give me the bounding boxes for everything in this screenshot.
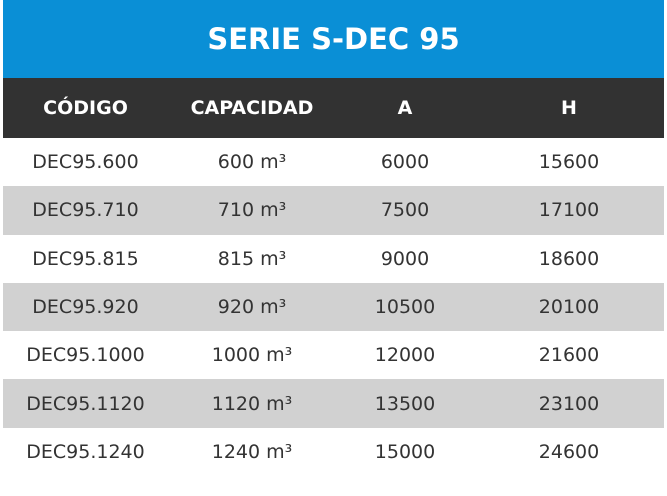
header-row: CÓDIGO CAPACIDAD A H: [3, 78, 664, 138]
table-cell: 1120 m³: [211, 392, 293, 415]
table-cell: 815 m³: [217, 247, 287, 270]
table-row: DEC95.815 815 m³ 9000 18600: [3, 235, 664, 283]
table-cell: DEC95.710: [32, 199, 139, 222]
table-cell: 23100: [538, 392, 600, 415]
table-cell: 7500: [380, 199, 430, 222]
table-row: DEC95.1120 1120 m³ 13500 23100: [3, 379, 664, 428]
table-cell: 15600: [538, 151, 600, 174]
table: CÓDIGO CAPACIDAD A H DEC95.600 600 m³ 6000 156…: [3, 78, 664, 476]
table-row: DEC95.1240 1240 m³ 15000 24600: [3, 428, 664, 476]
table-cell: 6000: [380, 151, 430, 174]
table-cell: 710 m³: [217, 199, 287, 222]
table-cell: 18600: [538, 247, 600, 270]
table-cell: DEC95.1240: [26, 440, 145, 463]
column-header: A: [397, 97, 413, 119]
table-cell: 20100: [538, 296, 600, 319]
table-row: DEC95.710 710 m³ 7500 17100: [3, 186, 664, 235]
table-cell: 600 m³: [217, 151, 287, 174]
column-header: H: [561, 97, 577, 119]
table-cell: 1000 m³: [211, 344, 293, 367]
table-cell: 12000: [374, 344, 436, 367]
table-cell: DEC95.920: [32, 296, 139, 319]
column-header: CÓDIGO: [43, 97, 128, 119]
table-title: SERIE S-DEC 95: [3, 0, 664, 78]
table-cell: 21600: [538, 344, 600, 367]
table-cell: DEC95.1120: [26, 392, 145, 415]
table-cell: DEC95.815: [32, 247, 139, 270]
table-row: DEC95.920 920 m³ 10500 20100: [3, 282, 664, 332]
table-cell: 10500: [374, 296, 436, 319]
table-row: DEC95.600 600 m³ 6000 15600: [3, 138, 664, 186]
column-header: CAPACIDAD: [190, 97, 314, 119]
table-cell: 1240 m³: [211, 440, 293, 463]
table-cell: 13500: [374, 392, 436, 415]
table-cell: 920 m³: [217, 296, 287, 319]
table-cell: 9000: [380, 247, 430, 270]
table-cell: 15000: [374, 440, 436, 463]
table-cell: 24600: [538, 440, 600, 463]
table-cell: 17100: [538, 199, 600, 222]
table-row: DEC95.1000 1000 m³ 12000 21600: [3, 331, 664, 379]
table-cell: DEC95.1000: [26, 344, 145, 367]
table-cell: DEC95.600: [32, 151, 139, 174]
